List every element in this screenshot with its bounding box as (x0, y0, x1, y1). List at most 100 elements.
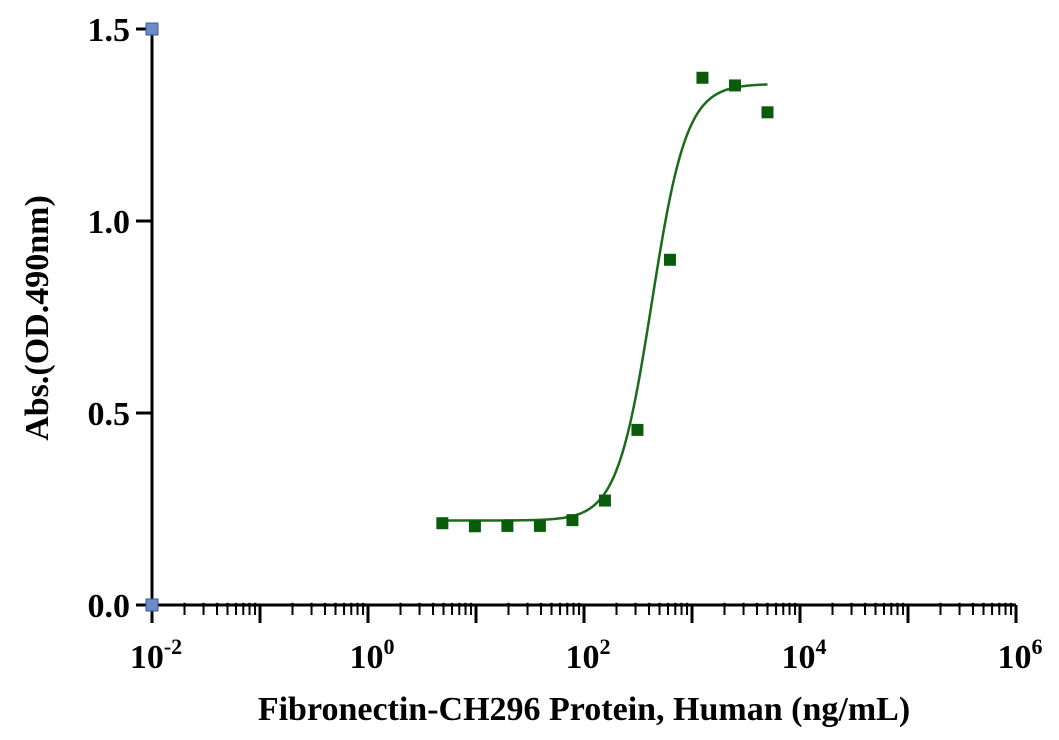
x-minor-dot (665, 602, 671, 608)
x-minor-dot (398, 602, 403, 608)
x-minor-dot (981, 602, 986, 608)
y-tick-label: 0.0 (88, 588, 131, 625)
x-minor-dot (565, 602, 570, 608)
x-minor-dot (225, 602, 230, 608)
x-minor-dot (182, 602, 187, 608)
x-minor-dot (938, 602, 943, 608)
data-point (631, 423, 644, 436)
x-minor-dot (322, 602, 328, 608)
data-point (663, 253, 676, 266)
x-minor-dot (430, 602, 436, 608)
x-minor-dot (754, 602, 760, 608)
x-minor-dot (463, 602, 468, 608)
x-minor-dot (765, 602, 770, 608)
axis-end-marker (145, 22, 159, 36)
x-minor-dot (1008, 602, 1014, 608)
x-minor-dot (576, 602, 582, 608)
x-tick-base: 10 (350, 639, 384, 676)
x-minor-dot (889, 602, 894, 608)
y-axis (136, 22, 159, 612)
x-tick-label: 106 (998, 634, 1043, 676)
x-minor-dot (792, 602, 798, 608)
x-minor-dot (957, 602, 962, 608)
x-minor-dot (862, 602, 868, 608)
x-minor-dot (679, 602, 684, 608)
y-tick-label: 1.5 (88, 12, 131, 49)
data-point (696, 71, 709, 84)
x-minor-dot (349, 602, 354, 608)
x-minor-dot (900, 602, 906, 608)
data-point (501, 519, 514, 532)
x-minor-dot (787, 602, 792, 608)
x-minor-dot (646, 602, 652, 608)
x-tick-label: 10-2 (130, 634, 182, 676)
x-minor-dot (997, 602, 1002, 608)
x-minor-dot (241, 602, 246, 608)
x-minor-dot (538, 602, 544, 608)
x-minor-dot (873, 602, 878, 608)
data-point (728, 79, 741, 92)
x-minor-dot (781, 602, 786, 608)
x-minor-dot (290, 602, 295, 608)
x-minor-dot (468, 602, 474, 608)
x-minor-dot (849, 602, 854, 608)
x-minor-dot (355, 602, 360, 608)
x-tick-base: 10 (998, 639, 1032, 676)
x-tick-base: 10 (782, 639, 816, 676)
x-tick-label: 104 (782, 634, 827, 676)
x-minor-dot (417, 602, 422, 608)
data-point (598, 494, 611, 507)
x-tick-exponent: 6 (1032, 634, 1043, 659)
x-minor-dot (525, 602, 530, 608)
x-minor-dot (360, 602, 366, 608)
x-minor-dot (341, 602, 347, 608)
x-tick-labels: 10-2 100 102 104 106 (130, 634, 1043, 676)
data-point (468, 520, 481, 533)
x-minor-dot (722, 602, 727, 608)
x-minor-dot (830, 602, 835, 608)
y-tick-label: 0.5 (88, 396, 131, 433)
x-tick-label: 102 (566, 634, 611, 676)
y-axis-title: Abs.(OD.490nm) (19, 195, 56, 441)
x-minor-dot (881, 602, 887, 608)
x-minor-dot (684, 602, 690, 608)
data-point (761, 106, 774, 119)
x-minor-dot (457, 602, 462, 608)
x-minor-dot (773, 602, 779, 608)
x-minor-dot (252, 602, 258, 608)
x-minor-dot (989, 602, 995, 608)
x-minor-dot (441, 602, 446, 608)
axis-end-marker (145, 598, 159, 612)
x-minor-dot (657, 602, 662, 608)
x-minor-dot (333, 602, 338, 608)
data-points-layer (436, 71, 774, 533)
x-tick-base: 10 (566, 639, 600, 676)
fit-curve-layer (442, 83, 768, 522)
x-axis-title: Fibronectin-CH296 Protein, Human (ng/mL) (258, 691, 910, 728)
x-minor-dot (970, 602, 976, 608)
x-minor-dot (233, 602, 239, 608)
x-tick-label: 100 (350, 634, 395, 676)
x-minor-dot (673, 602, 678, 608)
x-minor-dot (557, 602, 563, 608)
x-minor-dot (895, 602, 900, 608)
x-tick-exponent: 0 (384, 634, 395, 659)
x-tick-exponent: 2 (600, 634, 611, 659)
data-point (436, 517, 449, 530)
x-minor-dot (247, 602, 252, 608)
x-tick-exponent: 4 (816, 634, 827, 659)
x-axis (150, 602, 1018, 623)
x-tick-base: 10 (130, 639, 164, 676)
x-minor-dot (614, 602, 619, 608)
x-minor-dot (633, 602, 638, 608)
x-minor-dot (214, 602, 220, 608)
x-minor-dot (571, 602, 576, 608)
fit-curve (442, 83, 768, 522)
x-minor-dot (506, 602, 511, 608)
x-minor-dot (449, 602, 455, 608)
x-minor-dot (309, 602, 314, 608)
x-minor-dot (549, 602, 554, 608)
y-tick-label: 1.0 (88, 204, 131, 241)
data-point (533, 519, 546, 532)
